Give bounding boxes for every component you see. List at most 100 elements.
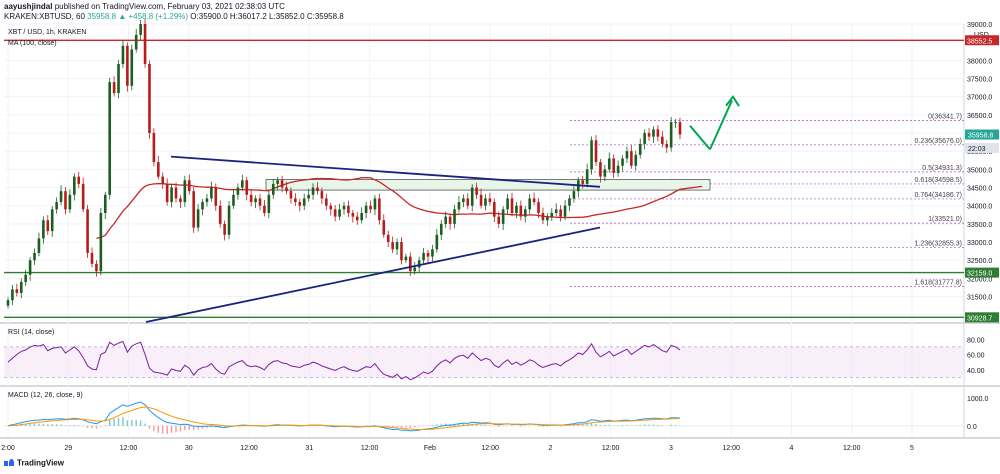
price-tick-label: 34500.0 [967, 186, 992, 193]
fib-level-label: 1.618(31777.8) [915, 279, 962, 286]
candle-body [148, 63, 151, 134]
price-tick-label: 31500.0 [967, 295, 992, 302]
rsi-title: RSI (14, close) [8, 329, 54, 336]
candle-body [165, 183, 169, 203]
candle-body [515, 205, 518, 213]
candle-body [395, 242, 399, 250]
candle-body [506, 198, 509, 210]
time-tick-label: 12:00 [722, 445, 740, 452]
fib-level-label: 0.764(34186.7) [915, 192, 962, 199]
price-tick-label: 39000.0 [967, 22, 992, 29]
candle-body [661, 136, 664, 144]
candle-body [64, 191, 67, 210]
candle-body [404, 256, 408, 261]
candle-body [218, 205, 222, 224]
candle-body [603, 169, 607, 177]
candle-body [294, 198, 297, 203]
ohlc-values: O:35900.0 H:36017.2 L:35852.0 C:35958.8 [190, 12, 344, 21]
chart-header: aayushjindal published on TradingView.co… [0, 0, 1000, 24]
candle-body [426, 252, 430, 257]
candle-body [625, 151, 629, 159]
candle-body [546, 216, 549, 221]
candle-body [360, 212, 363, 221]
candle-body [590, 140, 593, 170]
candle-body [201, 202, 204, 210]
current-price-tag [965, 142, 999, 153]
candle-body [152, 133, 156, 163]
candle-body [373, 198, 377, 210]
candle-body [329, 205, 333, 210]
time-tick-label: 12:00 [602, 445, 620, 452]
ascending-trendline [145, 226, 601, 323]
candle-body [643, 133, 646, 144]
brand-label[interactable]: TradingView [17, 458, 64, 468]
candle-body [143, 24, 147, 64]
candle-body [572, 191, 576, 199]
candle-body [413, 267, 417, 272]
candle-body [11, 289, 14, 301]
time-tick-label: 29 [64, 445, 72, 452]
candle-body [81, 183, 85, 210]
candle-body [435, 234, 439, 250]
candle-body [493, 202, 496, 217]
candle-body [55, 202, 58, 210]
candle-body [488, 198, 492, 203]
candle-body [37, 238, 41, 253]
candle-body [210, 187, 213, 199]
candle-body [59, 191, 63, 203]
price-tag [965, 267, 999, 278]
candle-body [523, 209, 527, 217]
time-tick-label: 12:00 [120, 445, 138, 452]
macd-title: MACD (12, 26, close, 9) [8, 392, 83, 399]
candle-body [157, 162, 160, 177]
candle-body [325, 198, 328, 206]
candle-body [528, 198, 531, 210]
fib-level-label: 0(36341.7) [928, 114, 962, 121]
candle-body [497, 216, 501, 224]
candle-body [532, 198, 536, 203]
candle-body [280, 180, 284, 188]
candle-body [139, 24, 142, 35]
candle-body [263, 205, 266, 213]
time-tick-label: 12:00 [481, 445, 499, 452]
candle-body [342, 205, 346, 210]
candle-body [382, 220, 386, 235]
price-change: ▲ +458.8 (+1.29%) [118, 12, 189, 21]
price-tick-label: 37000.0 [967, 95, 992, 102]
moving-average-line [96, 176, 703, 240]
time-tick-label: 2:00 [1, 445, 15, 452]
candle-body [378, 198, 381, 221]
candle-body [563, 205, 567, 217]
candle-body [519, 205, 523, 217]
candle-body [581, 180, 585, 184]
candle-body [568, 198, 571, 206]
projection-arrow-down [689, 125, 711, 151]
candle-body [550, 212, 554, 217]
candle-body [669, 122, 673, 148]
candle-body [254, 198, 257, 203]
price-tick-label: 35000.0 [967, 167, 992, 174]
candle-body [652, 129, 655, 137]
author-name[interactable]: aayushjindal [4, 2, 53, 11]
tradingview-logo-icon[interactable] [4, 459, 14, 467]
candle-body [258, 198, 262, 206]
candle-body [316, 187, 319, 192]
candle-body [249, 194, 253, 203]
candle-body [386, 234, 390, 243]
ma-indicator-label: MA (100, close) [8, 40, 57, 47]
candle-body [320, 191, 324, 199]
candle-body [214, 187, 218, 206]
candle-body [241, 180, 244, 188]
candle-body [347, 205, 350, 213]
time-tick-label: 5 [910, 445, 914, 452]
candle-body [599, 162, 602, 177]
candle-body [554, 209, 558, 213]
rsi-tick-label: 80.00 [967, 337, 985, 344]
candle-body [656, 129, 660, 137]
candle-body [170, 187, 173, 203]
candle-body [665, 143, 669, 148]
time-tick-label: 12:00 [843, 445, 861, 452]
candle-body [351, 212, 355, 217]
candle-body [678, 122, 682, 135]
